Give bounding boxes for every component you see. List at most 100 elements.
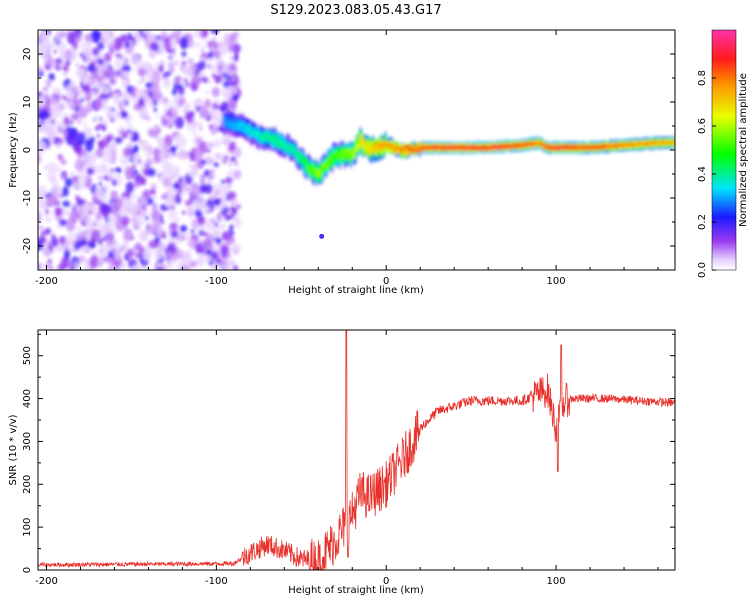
- noise-speckle: [126, 32, 132, 39]
- noise-speckle: [169, 101, 173, 107]
- noise-speckle: [200, 48, 205, 53]
- noise-speckle: [120, 262, 126, 270]
- signal-cell: [418, 149, 422, 154]
- noise-speckle: [119, 53, 123, 59]
- noise-speckle: [85, 104, 90, 110]
- noise-speckle: [211, 112, 217, 117]
- noise-speckle: [193, 151, 203, 164]
- noise-speckle: [187, 68, 192, 74]
- noise-speckle: [109, 246, 116, 253]
- noise-speckle: [66, 89, 75, 101]
- noise-speckle: [53, 49, 57, 54]
- noise-speckle: [130, 53, 140, 64]
- noise-speckle: [99, 116, 103, 121]
- noise-speckle: [50, 96, 58, 105]
- noise-speckle: [47, 258, 52, 264]
- noise-speckle: [176, 232, 185, 242]
- noise-speckle: [131, 191, 136, 200]
- noise-speckle: [142, 190, 150, 199]
- noise-speckle: [71, 204, 76, 210]
- noise-speckle: [45, 78, 52, 88]
- noise-speckle: [88, 186, 93, 190]
- noise-speckle: [62, 200, 71, 208]
- noise-speckle: [211, 246, 216, 253]
- noise-speckle: [171, 88, 178, 96]
- noise-speckle: [106, 169, 114, 178]
- noise-speckle: [109, 226, 115, 235]
- signal-track: [223, 107, 675, 187]
- noise-speckle: [195, 243, 203, 254]
- noise-speckle: [212, 190, 216, 195]
- noise-speckle: [153, 89, 157, 95]
- noise-speckle: [223, 206, 229, 213]
- noise-speckle: [214, 204, 221, 211]
- noise-speckle: [226, 258, 236, 268]
- noise-speckle: [148, 49, 157, 59]
- noise-speckle: [196, 254, 205, 267]
- noise-speckle: [181, 61, 187, 65]
- noise-speckle: [88, 241, 96, 250]
- noise-speckle: [81, 76, 90, 84]
- noise-speckle: [221, 231, 231, 241]
- noise-speckle: [227, 191, 237, 201]
- noise-speckle: [225, 252, 231, 259]
- noise-speckle: [121, 64, 131, 73]
- noise-speckle: [128, 132, 133, 139]
- noise-speckle: [207, 63, 211, 70]
- noise-speckle: [229, 224, 235, 230]
- noise-speckle: [38, 213, 42, 218]
- noise-speckle: [38, 66, 43, 73]
- noise-speckle: [57, 263, 66, 270]
- noise-speckle: [63, 249, 71, 260]
- noise-speckle: [156, 127, 161, 134]
- signal-cell: [283, 140, 288, 147]
- noise-speckle: [214, 112, 224, 127]
- noise-speckle: [121, 132, 128, 139]
- noise-speckle: [195, 42, 201, 48]
- noise-speckle: [221, 85, 230, 99]
- snr-frame: [37, 329, 676, 571]
- noise-speckle: [76, 99, 81, 107]
- noise-speckle: [132, 163, 136, 170]
- noise-speckle: [198, 125, 203, 132]
- noise-speckle: [132, 153, 139, 162]
- noise-speckle: [178, 176, 183, 183]
- y-tick-label: 300: [22, 432, 33, 451]
- noise-speckle: [199, 134, 203, 140]
- x-tick-label: -200: [35, 576, 58, 587]
- noise-speckle: [188, 58, 194, 65]
- noise-speckle: [80, 97, 85, 102]
- noise-speckle: [98, 141, 105, 150]
- noise-speckle: [210, 30, 220, 35]
- noise-speckle: [77, 131, 86, 145]
- noise-speckle: [48, 265, 53, 270]
- noise-speckle: [228, 160, 233, 167]
- noise-speckle: [214, 74, 223, 84]
- noise-speckle: [82, 120, 87, 127]
- noise-speckle: [76, 198, 84, 206]
- noise-speckle: [151, 98, 156, 104]
- noise-speckle: [96, 187, 105, 200]
- noise-speckle: [206, 148, 212, 153]
- noise-speckle: [220, 101, 229, 113]
- noise-speckle: [181, 56, 185, 60]
- noise-speckle: [220, 179, 226, 185]
- noise-speckle: [177, 105, 181, 109]
- noise-speckle: [58, 62, 63, 68]
- noise-speckle: [86, 217, 95, 229]
- noise-speckle: [72, 139, 77, 145]
- noise-speckle: [44, 215, 53, 223]
- noise-speckle: [184, 232, 190, 239]
- x-tick-label: -100: [205, 576, 228, 587]
- noise-speckle: [217, 64, 223, 70]
- y-tick-label: 0: [22, 147, 33, 153]
- noise-speckle: [234, 161, 239, 166]
- noise-speckle: [202, 76, 209, 83]
- noise-speckle: [222, 81, 231, 88]
- noise-speckle: [168, 33, 177, 41]
- noise-speckle: [205, 249, 214, 256]
- noise-speckle: [82, 149, 87, 157]
- noise-speckle: [82, 84, 91, 94]
- signal-cell: [399, 149, 403, 153]
- noise-speckle: [97, 261, 103, 267]
